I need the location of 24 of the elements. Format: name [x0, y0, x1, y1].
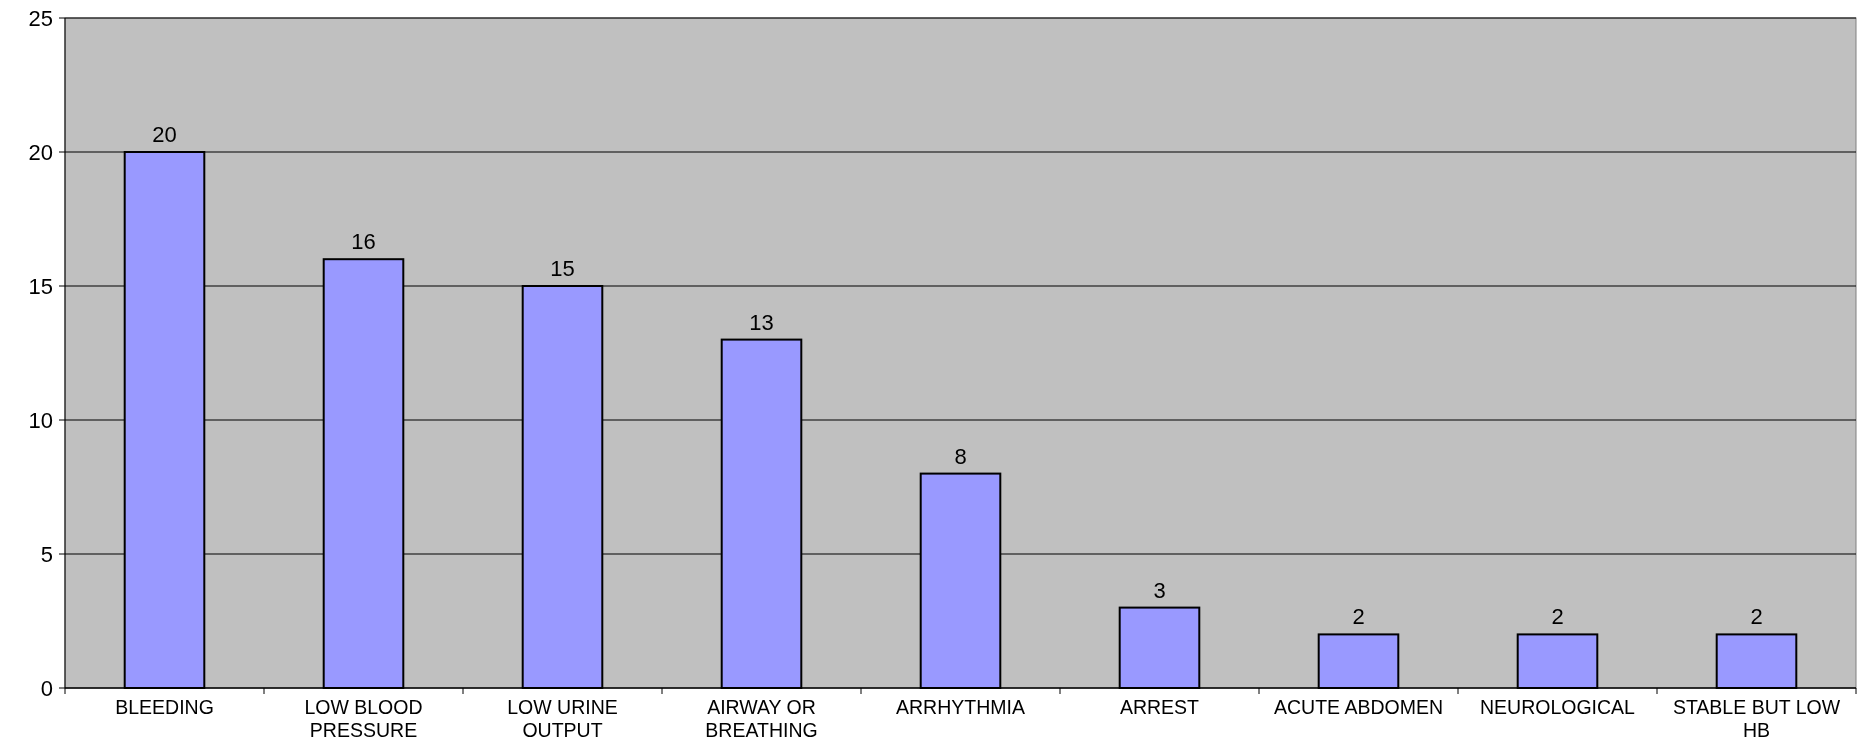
x-tick-label: STABLE BUT LOW HB — [1672, 696, 1841, 741]
x-tick-label: NEUROLOGICAL — [1480, 696, 1636, 718]
x-tick-label: ACUTE ABDOMEN — [1273, 696, 1444, 718]
x-tick-label: AIRWAY OR BREATHING — [705, 696, 818, 741]
y-tick-label: 25 — [28, 5, 53, 31]
x-tick-label: BLEEDING — [115, 696, 214, 718]
y-tick-label: 0 — [40, 675, 53, 701]
data-label: 15 — [550, 256, 575, 281]
data-label: 8 — [954, 443, 967, 469]
data-label: 2 — [1750, 604, 1763, 630]
data-label: 13 — [749, 309, 774, 335]
data-label: 16 — [351, 229, 376, 255]
y-tick-label: 5 — [40, 541, 53, 567]
x-tick-label: LOW URINE OUTPUT — [507, 696, 618, 741]
data-label: 2 — [1551, 604, 1564, 630]
y-tick-label: 15 — [28, 273, 53, 299]
data-label: 3 — [1153, 577, 1166, 603]
x-tick-label: ARRHYTHMIA — [896, 696, 1025, 718]
data-label: 2 — [1352, 604, 1365, 630]
y-tick-label: 20 — [28, 139, 53, 165]
y-tick-label: 10 — [28, 407, 53, 433]
x-tick-label: ARREST — [1119, 696, 1200, 718]
x-tick-label: LOW BLOOD PRESSURE — [304, 696, 423, 741]
data-label: 20 — [152, 122, 177, 147]
